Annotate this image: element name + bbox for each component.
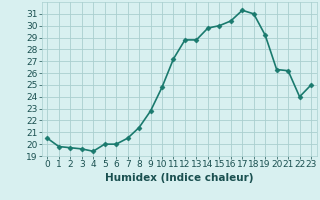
- X-axis label: Humidex (Indice chaleur): Humidex (Indice chaleur): [105, 173, 253, 183]
